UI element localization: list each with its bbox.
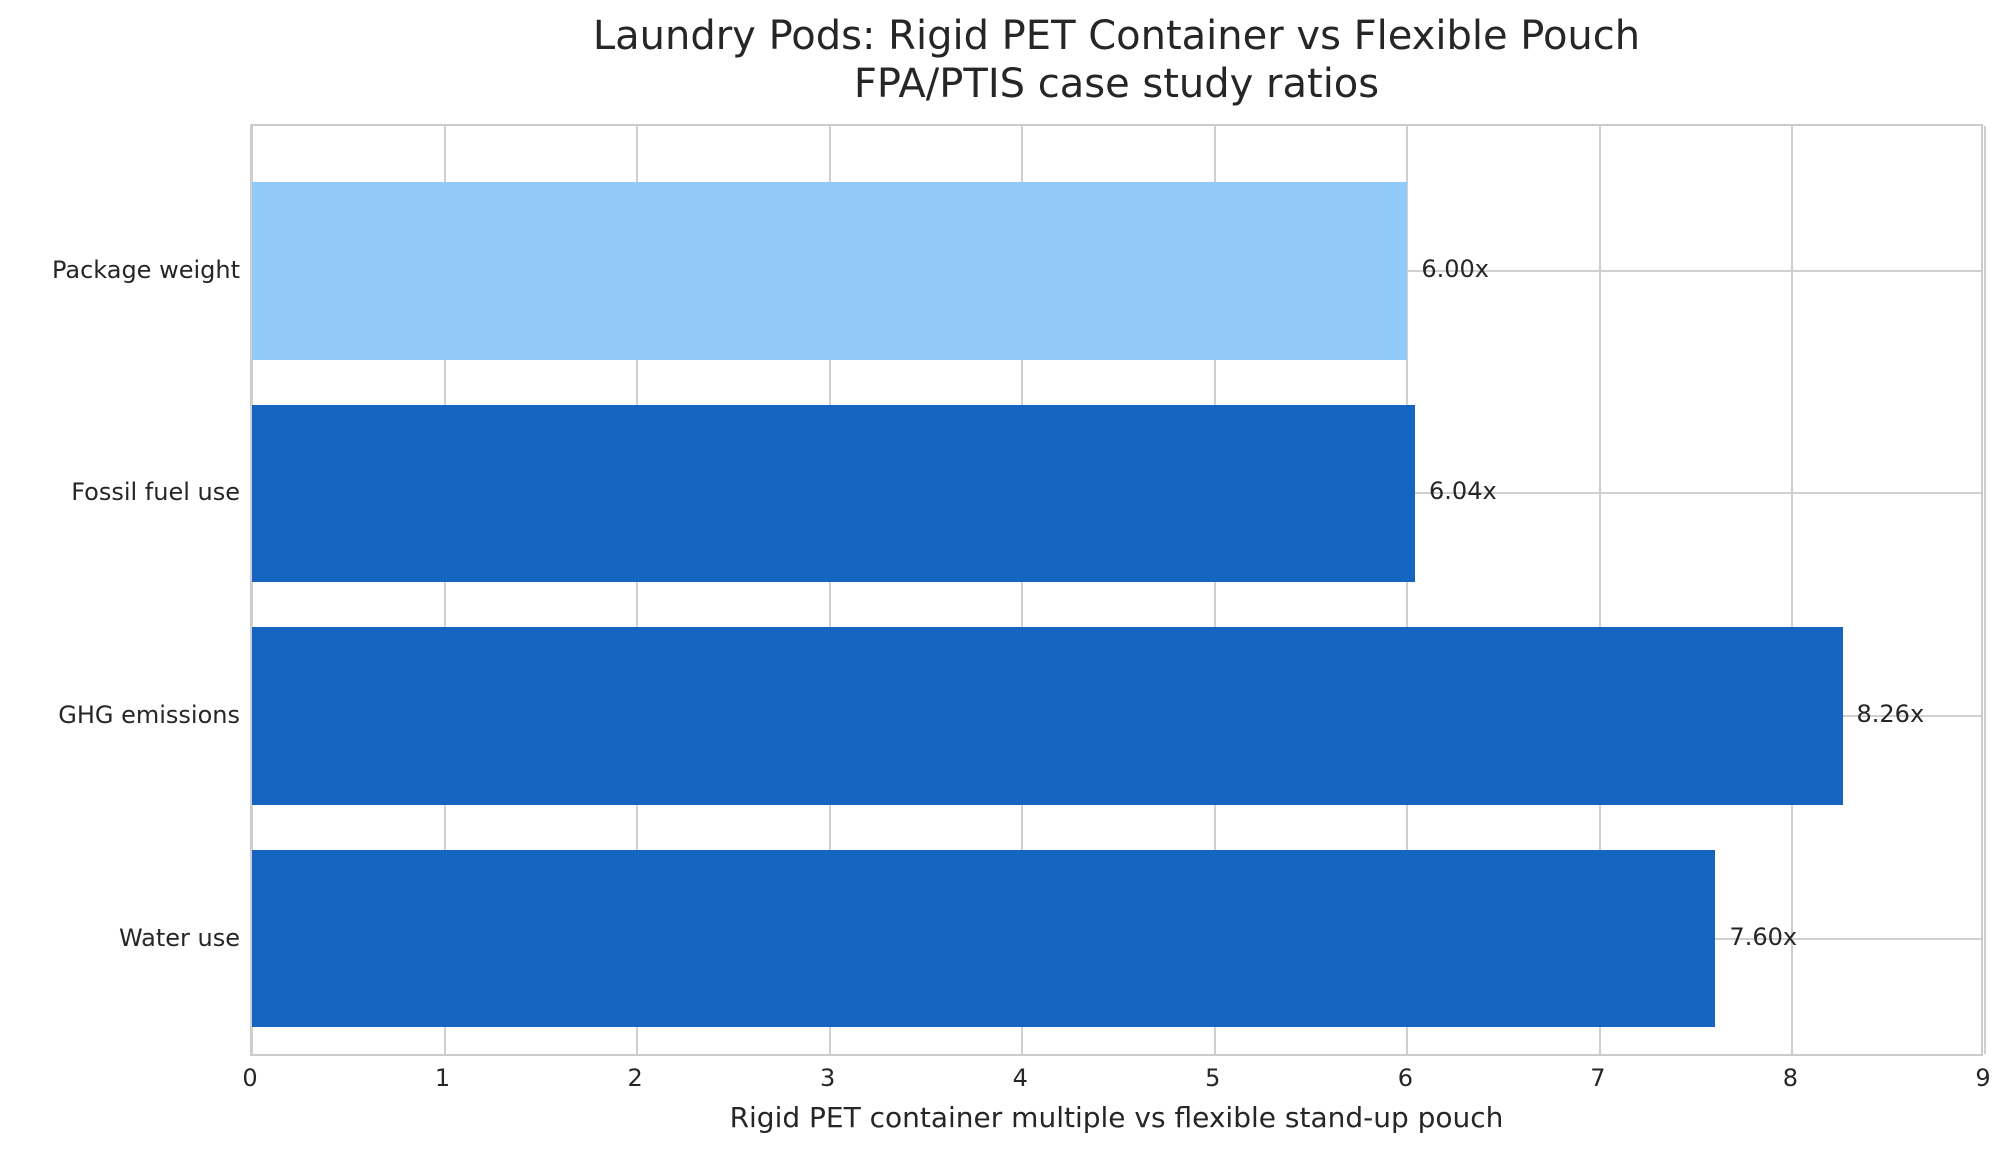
x-tick-label: 5 — [1205, 1064, 1221, 1092]
x-gridline — [828, 126, 831, 1054]
x-tick-label: 4 — [1012, 1064, 1028, 1092]
x-tick-label: 9 — [1975, 1064, 1991, 1092]
bar-fossil-fuel-use — [252, 404, 1416, 583]
x-gridline — [1406, 126, 1409, 1054]
x-tick-label: 8 — [1782, 1064, 1799, 1092]
bar-value-label: 6.04x — [1429, 477, 1497, 506]
x-tick-label: 3 — [820, 1064, 836, 1092]
x-tick-label: 7 — [1590, 1064, 1606, 1092]
x-gridline — [1213, 126, 1216, 1054]
bar-value-label: 6.00x — [1421, 254, 1489, 283]
x-gridline — [1791, 126, 1794, 1054]
bar-value-label: 7.60x — [1729, 922, 1798, 951]
chart-subtitle: FPA/PTIS case study ratios — [853, 61, 1380, 107]
x-tick-label: 1 — [434, 1064, 451, 1092]
x-tick-label: 0 — [242, 1064, 258, 1092]
y-tick-label: Fossil fuel use — [71, 478, 240, 507]
x-tick-label: 6 — [1397, 1064, 1413, 1092]
y-tick-label: Water use — [118, 923, 240, 952]
x-axis-label: Rigid PET container multiple vs flexible… — [729, 1101, 1504, 1134]
x-gridline — [443, 126, 446, 1054]
x-gridline — [636, 126, 639, 1054]
x-gridline — [251, 126, 253, 1054]
y-tick-label: Package weight — [51, 255, 240, 284]
chart-title: Laundry Pods: Rigid PET Container vs Fle… — [250, 12, 1983, 108]
bar-value-label: 8.26x — [1856, 700, 1925, 729]
y-tick-label: GHG emissions — [58, 701, 240, 730]
x-tick-label: 2 — [627, 1064, 643, 1092]
bar-package-weight — [252, 182, 1408, 360]
x-gridline — [1598, 126, 1601, 1054]
plot-area: 6.00x 6.04x 8.26x 7.60x — [250, 124, 1986, 1056]
bar-water-use — [252, 849, 1716, 1028]
x-gridline — [1984, 126, 1986, 1054]
bar-ghg-emissions — [252, 627, 1843, 805]
x-gridline — [1021, 126, 1024, 1054]
chart-title-main: Laundry Pods: Rigid PET Container vs Fle… — [592, 13, 1641, 59]
